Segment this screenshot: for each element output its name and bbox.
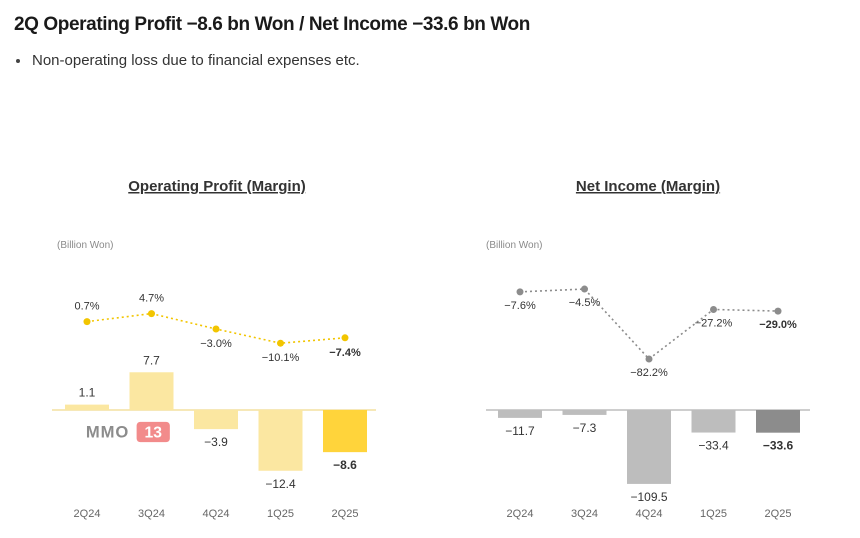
ni-chart-title: Net Income (Margin) — [576, 178, 720, 195]
ni-bar-2Q24 — [498, 410, 542, 418]
ni-x-tick-2Q24: 2Q24 — [507, 508, 534, 520]
op-margin-label-3Q24: 4.7% — [139, 293, 164, 305]
op-margin-label-4Q24: −3.0% — [200, 338, 232, 350]
watermark-text: MMO — [86, 423, 129, 442]
operating-profit-chart: Operating Profit (Margin) (Billion Won) … — [52, 178, 376, 520]
op-margin-point-2Q25 — [341, 334, 349, 342]
bullet-text: Non-operating loss due to financial expe… — [32, 52, 360, 69]
op-value-label-2Q24: 1.1 — [79, 386, 96, 400]
op-bar-2Q24 — [65, 404, 109, 410]
op-value-label-2Q25: −8.6 — [333, 458, 357, 472]
ni-margin-point-2Q25 — [774, 307, 782, 315]
op-value-label-4Q24: −3.9 — [204, 435, 228, 449]
ni-value-label-3Q24: −7.3 — [573, 421, 597, 435]
bullet-note: Non-operating loss due to financial expe… — [14, 52, 360, 69]
ni-unit-label: (Billion Won) — [486, 240, 543, 251]
op-margin-label-1Q25: −10.1% — [262, 352, 300, 364]
op-margin-point-1Q25 — [277, 339, 284, 347]
op-chart-title: Operating Profit (Margin) — [128, 178, 306, 195]
ni-value-label-2Q24: −11.7 — [505, 424, 535, 438]
ni-value-label-4Q24: −109.5 — [630, 490, 667, 504]
op-x-tick-2Q25: 2Q25 — [332, 508, 359, 520]
ni-value-label-2Q25: −33.6 — [763, 439, 794, 453]
op-value-label-3Q24: 7.7 — [143, 353, 160, 367]
op-value-label-1Q25: −12.4 — [265, 477, 296, 491]
op-margin-label-2Q25: −7.4% — [329, 347, 361, 359]
ni-margin-point-2Q24 — [516, 288, 524, 296]
ni-margin-label-2Q25: −29.0% — [759, 319, 797, 331]
page-title: 2Q Operating Profit −8.6 bn Won / Net In… — [14, 14, 530, 35]
op-x-tick-3Q24: 3Q24 — [138, 508, 165, 520]
op-bar-3Q24 — [129, 372, 174, 410]
ni-margin-label-2Q24: −7.6% — [504, 300, 536, 312]
op-x-tick-2Q24: 2Q24 — [74, 508, 101, 520]
op-unit-label: (Billion Won) — [57, 240, 114, 251]
watermark-logo: MMO 13 — [86, 421, 170, 443]
ni-x-tick-4Q24: 4Q24 — [636, 508, 663, 520]
ni-bar-4Q24 — [627, 410, 671, 484]
ni-bar-3Q24 — [562, 410, 607, 415]
op-margin-point-2Q24 — [83, 318, 91, 326]
ni-bar-1Q25 — [691, 410, 736, 433]
ni-margin-label-3Q24: −4.5% — [569, 297, 601, 309]
ni-bar-2Q25 — [756, 410, 800, 433]
ni-x-tick-2Q25: 2Q25 — [765, 508, 792, 520]
ni-margin-label-1Q25: −27.2% — [695, 317, 733, 329]
ni-margin-point-3Q24 — [581, 285, 588, 293]
bullet-dot-icon — [16, 59, 20, 64]
ni-margin-point-1Q25 — [710, 305, 717, 313]
op-margin-label-2Q24: 0.7% — [74, 301, 99, 313]
op-bar-2Q25 — [323, 410, 367, 453]
op-bar-4Q24 — [194, 410, 238, 430]
op-x-tick-4Q24: 4Q24 — [203, 508, 230, 520]
watermark-badge-number: 13 — [145, 425, 163, 442]
watermark-badge — [136, 421, 170, 443]
ni-margin-label-4Q24: −82.2% — [630, 367, 668, 379]
ni-x-tick-1Q25: 1Q25 — [700, 508, 727, 520]
ni-x-tick-3Q24: 3Q24 — [571, 508, 598, 520]
op-margin-point-4Q24 — [212, 325, 220, 333]
ni-value-label-1Q25: −33.4 — [698, 439, 729, 453]
op-bar-1Q25 — [258, 410, 303, 471]
ni-margin-point-4Q24 — [645, 355, 653, 363]
ni-margin-line — [519, 288, 779, 361]
op-x-tick-1Q25: 1Q25 — [267, 508, 294, 520]
op-margin-point-3Q24 — [148, 310, 155, 318]
